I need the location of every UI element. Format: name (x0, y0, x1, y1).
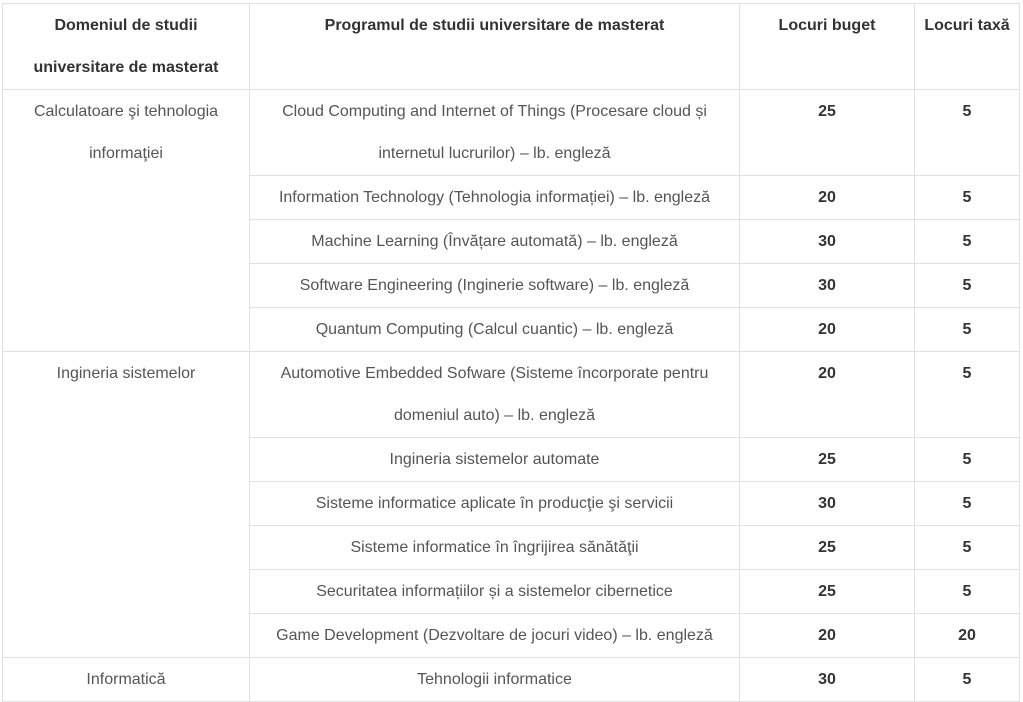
program-cell: Software Engineering (Inginerie software… (249, 263, 740, 308)
table-row: Securitatea informațiilor și a sistemelo… (3, 569, 1020, 614)
fee-places-cell: 5 (914, 307, 1020, 352)
budget-places-cell: 20 (739, 351, 915, 438)
budget-places-cell: 30 (739, 263, 915, 308)
fee-places-cell: 20 (914, 613, 1020, 658)
table-row: Game Development (Dezvoltare de jocuri v… (3, 613, 1020, 658)
budget-places-cell: 30 (739, 481, 915, 526)
budget-places-cell: 25 (739, 569, 915, 614)
budget-places-cell: 25 (739, 437, 915, 482)
table-row: Informatică Tehnologii informatice 30 5 (2, 657, 1020, 702)
program-cell: Ingineria sistemelor automate (249, 437, 740, 482)
header-program: Programul de studii universitare de mast… (249, 3, 740, 90)
fee-places-cell: 5 (914, 569, 1020, 614)
domain-cell: Ingineria sistemelor (2, 351, 250, 658)
fee-places-cell: 5 (914, 89, 1020, 176)
fee-places-cell: 5 (914, 175, 1020, 220)
table-row: Calculatoare şi tehnologia informaţiei Cl… (2, 89, 1020, 352)
fee-places-cell: 5 (914, 437, 1020, 482)
budget-places-cell: 25 (739, 525, 915, 570)
program-cell: Game Development (Dezvoltare de jocuri v… (249, 613, 740, 658)
budget-places-cell: 25 (739, 89, 915, 176)
table-row: Ingineria sistemelor automate 25 5 (3, 437, 1020, 482)
domain-cell: Informatică (2, 657, 250, 702)
budget-places-cell: 20 (739, 613, 915, 658)
fee-places-cell: 5 (914, 263, 1020, 308)
table-row: Quantum Computing (Calcul cuantic) – lb.… (3, 307, 1020, 352)
fee-places-cell: 5 (914, 351, 1020, 438)
table-row: Sisteme informatice în îngrijirea sănătă… (3, 525, 1020, 570)
master-programs-table: Domeniul de studii universitare de maste… (2, 3, 1020, 702)
program-cell: Sisteme informatice aplicate în producţi… (249, 481, 740, 526)
program-cell: Machine Learning (Învățare automată) – l… (249, 219, 740, 264)
budget-places-cell: 30 (739, 219, 915, 264)
program-cell: Quantum Computing (Calcul cuantic) – lb.… (249, 307, 740, 352)
fee-places-cell: 5 (914, 657, 1020, 702)
table-row: Software Engineering (Inginerie software… (3, 263, 1020, 308)
budget-places-cell: 20 (739, 175, 915, 220)
fee-places-cell: 5 (914, 525, 1020, 570)
program-cell: Information Technology (Tehnologia infor… (249, 175, 740, 220)
budget-places-cell: 20 (739, 307, 915, 352)
header-budget-places: Locuri buget (739, 3, 915, 90)
program-cell: Sisteme informatice în îngrijirea sănătă… (249, 525, 740, 570)
table-header-row: Domeniul de studii universitare de maste… (2, 3, 1020, 90)
table-row: Ingineria sistemelor Automotive Embedded … (2, 351, 1020, 658)
program-cell: Cloud Computing and Internet of Things (… (249, 89, 740, 176)
program-cell: Automotive Embedded Sofware (Sisteme înc… (249, 351, 740, 438)
table-body: Calculatoare şi tehnologia informaţiei Cl… (2, 89, 1020, 702)
program-cell: Securitatea informațiilor și a sistemelo… (249, 569, 740, 614)
table-row: Information Technology (Tehnologia infor… (3, 175, 1020, 220)
fee-places-cell: 5 (914, 219, 1020, 264)
header-domain: Domeniul de studii universitare de maste… (2, 3, 250, 90)
domain-cell: Calculatoare şi tehnologia informaţiei (2, 89, 250, 352)
program-cell: Tehnologii informatice (249, 657, 740, 702)
header-fee-places: Locuri taxă (914, 3, 1020, 90)
fee-places-cell: 5 (914, 481, 1020, 526)
budget-places-cell: 30 (739, 657, 915, 702)
